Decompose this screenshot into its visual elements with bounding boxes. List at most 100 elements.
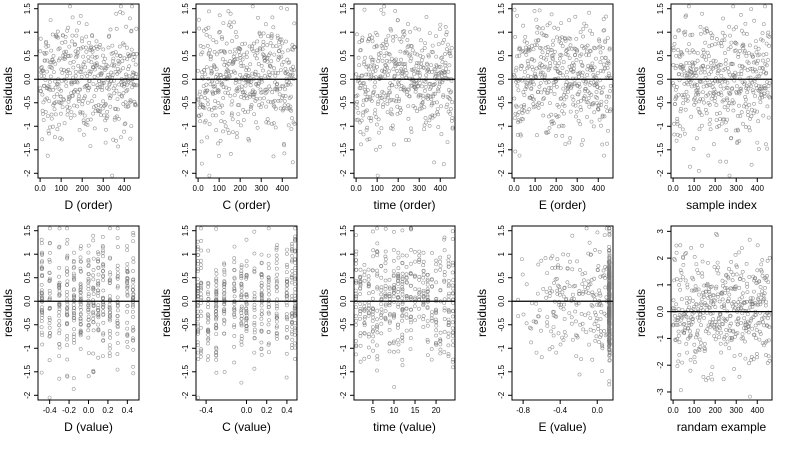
data-point	[754, 312, 759, 317]
data-point	[676, 359, 681, 364]
data-point	[252, 112, 257, 117]
data-point	[232, 325, 237, 329]
data-point	[212, 50, 217, 54]
data-point	[682, 93, 687, 97]
data-point	[200, 70, 204, 75]
data-point	[516, 314, 521, 319]
data-point	[727, 292, 732, 297]
data-point	[429, 63, 434, 68]
data-point	[408, 83, 413, 88]
data-point	[374, 115, 379, 120]
data-point	[436, 112, 441, 117]
data-point	[65, 241, 69, 246]
data-point	[115, 331, 120, 336]
data-point	[381, 102, 386, 107]
data-point	[266, 302, 271, 307]
data-point	[708, 305, 712, 310]
data-point	[91, 316, 96, 321]
data-point	[239, 320, 244, 325]
data-point	[703, 107, 708, 112]
data-point	[253, 53, 258, 58]
data-point	[386, 33, 391, 38]
data-point	[86, 276, 91, 281]
data-point	[745, 290, 750, 295]
data-point	[222, 261, 227, 266]
data-point	[366, 334, 371, 339]
data-point	[440, 60, 445, 64]
data-point	[430, 50, 435, 55]
data-point	[115, 66, 120, 71]
data-point	[430, 318, 435, 323]
data-point	[421, 259, 426, 264]
data-point	[78, 318, 83, 323]
data-point	[701, 295, 706, 299]
data-point	[601, 268, 606, 273]
data-point	[273, 125, 278, 130]
plot-frame	[37, 3, 140, 179]
data-point	[205, 320, 210, 325]
data-point	[722, 34, 727, 38]
data-point	[225, 127, 230, 132]
data-point	[196, 395, 201, 400]
data-point	[291, 68, 296, 73]
data-point	[743, 322, 748, 327]
data-point	[375, 317, 379, 322]
data-point	[752, 289, 756, 294]
data-point	[96, 109, 101, 114]
data-point	[293, 290, 298, 295]
data-point	[216, 101, 221, 105]
data-point	[238, 61, 243, 65]
data-point	[738, 87, 743, 92]
data-point	[239, 273, 244, 278]
data-point	[374, 343, 379, 348]
data-point	[686, 72, 691, 76]
data-point	[65, 272, 70, 277]
data-point	[396, 276, 401, 281]
data-point	[534, 350, 539, 355]
data-point	[767, 255, 772, 260]
data-point	[268, 64, 273, 69]
data-point	[423, 116, 428, 120]
data-point	[383, 317, 388, 322]
data-point	[433, 341, 438, 346]
data-point	[222, 262, 227, 267]
data-point	[91, 313, 96, 318]
data-point	[131, 295, 135, 300]
data-point	[62, 121, 67, 126]
data-point	[223, 90, 228, 95]
data-point	[583, 271, 588, 276]
data-point	[86, 307, 91, 312]
data-point	[386, 73, 390, 77]
data-point	[245, 74, 250, 78]
data-point	[356, 55, 361, 60]
data-point	[237, 53, 242, 58]
data-point	[131, 303, 135, 308]
data-point	[393, 34, 398, 39]
data-point	[555, 64, 560, 68]
data-point	[679, 51, 684, 56]
data-point	[597, 37, 601, 42]
data-point	[396, 71, 401, 76]
data-point	[404, 294, 409, 298]
data-point	[765, 324, 770, 328]
data-point	[592, 45, 596, 50]
data-point	[578, 30, 583, 34]
data-point	[733, 306, 737, 311]
y-tick-label: -1	[497, 122, 506, 130]
data-point	[65, 374, 70, 379]
data-point	[232, 282, 237, 287]
data-point	[263, 22, 268, 27]
y-axis-label: residuals	[475, 289, 489, 337]
data-point	[114, 107, 118, 112]
data-point	[718, 159, 723, 164]
data-point	[418, 73, 423, 78]
data-point	[758, 285, 763, 289]
data-point	[288, 82, 293, 87]
data-point	[607, 322, 612, 327]
data-point	[445, 102, 450, 107]
data-point	[96, 259, 101, 263]
data-point	[358, 302, 363, 307]
data-point	[110, 43, 115, 48]
data-point	[735, 141, 740, 146]
data-point	[196, 350, 201, 355]
